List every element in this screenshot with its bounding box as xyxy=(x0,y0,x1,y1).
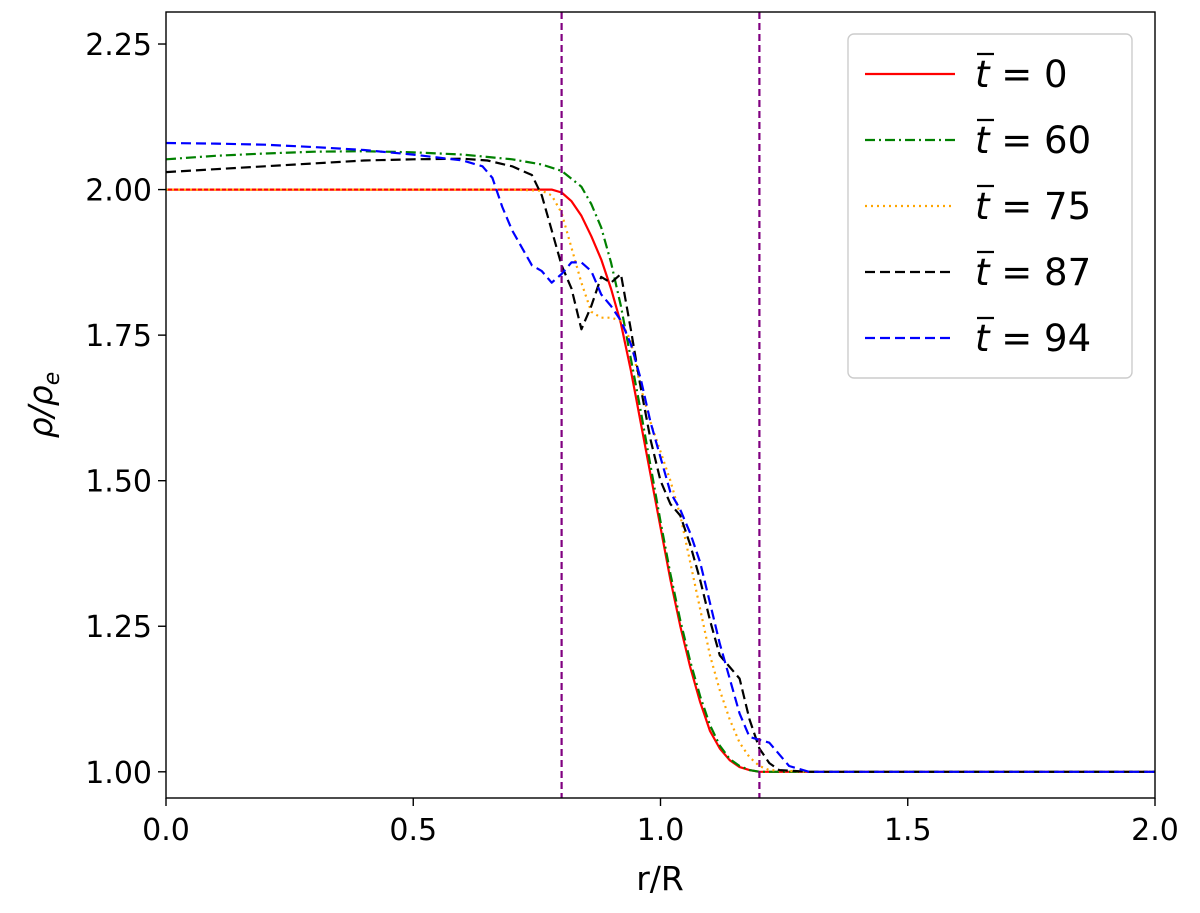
x-tick-label: 0.5 xyxy=(389,813,437,848)
series-line-t-60 xyxy=(165,150,1155,773)
legend-box xyxy=(847,33,1133,379)
y-axis-label-main: ρ/ρ xyxy=(21,385,60,438)
x-tick-label: 1.0 xyxy=(637,813,685,848)
legend: t = 0 t = 60 t = 75 t = 87 t = 94 xyxy=(847,33,1133,379)
y-tick-label: 1.00 xyxy=(85,756,152,791)
legend-label-t-87: t = 87 xyxy=(975,251,1091,294)
x-tick-label: 0.0 xyxy=(142,813,190,848)
x-axis-label: r/R xyxy=(636,859,684,898)
legend-label-t-0: t = 0 xyxy=(975,53,1068,96)
y-axis-label: ρ/ρe xyxy=(21,372,65,439)
legend-label-t-94: t = 94 xyxy=(975,317,1091,360)
series-layer xyxy=(165,141,1155,773)
series-line-t-87 xyxy=(165,157,1155,773)
x-tick-label: 2.0 xyxy=(1131,813,1179,848)
y-tick-label: 2.25 xyxy=(85,28,152,63)
series-line-t-94 xyxy=(165,141,1155,773)
legend-label-t-60: t = 60 xyxy=(975,119,1091,162)
y-tick-label: 1.50 xyxy=(85,465,152,500)
y-tick-label: 1.25 xyxy=(85,610,152,645)
x-axis: 0.0 0.5 1.0 1.5 2.0 xyxy=(142,798,1179,848)
y-axis: 1.00 1.25 1.50 1.75 2.00 2.25 xyxy=(85,28,166,791)
x-tick-label: 1.5 xyxy=(884,813,932,848)
reference-lines xyxy=(560,12,761,798)
y-tick-label: 2.00 xyxy=(85,174,152,209)
y-axis-label-subscript: e xyxy=(40,372,65,386)
legend-label-t-75: t = 75 xyxy=(975,185,1091,228)
y-tick-label: 1.75 xyxy=(85,319,152,354)
